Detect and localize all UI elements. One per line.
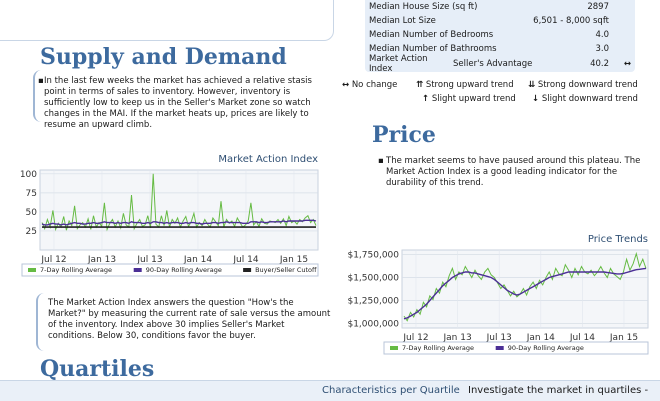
supply-text: ▪ In the last few weeks the market has a…: [38, 76, 326, 131]
stat-label: Median Number of Bathrooms: [369, 44, 497, 54]
y-tick-label: $1,500,000: [347, 274, 399, 284]
stat-value: 4.0: [595, 30, 609, 40]
stat-row-mai: Market Action Index Seller's Advantage 4…: [365, 54, 635, 74]
mai-note: The Market Action Index answers the ques…: [48, 298, 331, 341]
x-tick-label: Jan 15: [609, 333, 638, 343]
legend-strong-down: ⇊ Strong downward trend: [528, 80, 638, 91]
chart-title: Market Action Index: [218, 154, 318, 165]
series-line: [41, 219, 317, 226]
supply-heading: Supply and Demand: [40, 44, 287, 70]
price-heading: Price: [372, 122, 436, 148]
x-tick-label: Jan 13: [443, 333, 472, 343]
mai-value: 40.2: [590, 59, 609, 69]
slight-up-arrow-icon: ↑: [422, 94, 430, 104]
legend-no-change: ↔ No change: [342, 80, 397, 91]
y-tick-label: 75: [26, 189, 37, 199]
y-tick-label: $1,250,000: [347, 296, 399, 306]
legend-box: [21, 263, 319, 277]
stat-value: 6,501 - 8,000 sqft: [533, 16, 609, 26]
legend-swatch: [495, 346, 504, 350]
mai-label: Market Action Index: [369, 54, 428, 74]
legend-label: 7-Day Rolling Average: [40, 266, 112, 274]
y-tick-label: 100: [20, 170, 37, 180]
stat-value: 2897: [587, 2, 609, 12]
legend-swatch: [390, 346, 398, 350]
bullet: ▪: [378, 156, 384, 166]
plot-area: [39, 169, 319, 251]
x-tick-label: Jul 13: [136, 255, 162, 265]
legend-text: Slight downward trend: [541, 94, 638, 104]
stat-row: Median Number of Bedrooms 4.0: [365, 28, 635, 42]
investigate-label: Investigate the market in quartiles -: [468, 385, 649, 396]
stat-row: Median Number of Bathrooms 3.0: [365, 42, 635, 56]
supply-body: In the last few weeks the market has ach…: [44, 76, 312, 130]
y-tick-label: $1,750,000: [347, 251, 399, 261]
quartiles-heading: Quartiles: [40, 356, 155, 382]
series-line: [403, 267, 647, 320]
legend-box: [383, 341, 649, 355]
legend-text: Strong downward trend: [537, 80, 638, 90]
legend-text: Slight upward trend: [431, 94, 516, 104]
stat-row: Median Lot Size 6,501 - 8,000 sqft: [365, 14, 635, 28]
bullet: ▪: [38, 76, 44, 86]
legend-label: Buyer/Seller Cutoff: [255, 266, 317, 274]
double-arrow-icon: ↔: [623, 59, 631, 69]
legend-swatch: [243, 268, 252, 272]
x-tick-label: Jan 14: [526, 333, 555, 343]
legend-strong-up: ⇈ Strong upward trend: [416, 80, 514, 91]
slight-down-arrow-icon: ↓: [532, 94, 540, 104]
price-text: ▪ The market seems to have paused around…: [378, 156, 644, 189]
legend-slight-down: ↓ Slight downward trend: [532, 94, 638, 105]
stat-label: Median House Size (sq ft): [369, 2, 478, 12]
legend-label: 90-Day Rolling Average: [508, 344, 584, 352]
x-tick-label: Jul 14: [232, 255, 258, 265]
x-tick-label: Jan 13: [87, 255, 116, 265]
stat-label: Median Number of Bedrooms: [369, 30, 494, 40]
mai-bracket: [36, 293, 338, 351]
y-tick-label: 50: [26, 208, 38, 218]
x-tick-label: Jul 12: [402, 333, 428, 343]
characteristics-label: Characteristics per Quartile: [322, 385, 460, 396]
legend-label: 90-Day Rolling Average: [146, 266, 222, 274]
x-tick-label: Jan 14: [183, 255, 212, 265]
supply-bracket: [33, 70, 335, 122]
strong-down-arrow-icon: ⇊: [528, 80, 536, 90]
x-tick-label: Jul 13: [486, 333, 512, 343]
arrow-legend: ↔ No change ⇈ Strong upward trend ⇊ Stro…: [342, 80, 660, 108]
legend-slight-up: ↑ Slight upward trend: [422, 94, 516, 105]
stat-value: 3.0: [595, 44, 609, 54]
legend-text: No change: [351, 80, 398, 90]
plot-area: [401, 249, 649, 329]
chart-title: Price Trends: [588, 234, 648, 245]
price-trends-chart: Price Trends $1,750,000 $1,500,000 $1,250,0…: [347, 234, 649, 355]
quartiles-bar: Characteristics per Quartile Investigate…: [0, 380, 660, 401]
top-left-panel: [0, 0, 334, 41]
y-tick-label: $1,000,000: [347, 319, 399, 329]
stat-label: Median Lot Size: [369, 16, 436, 26]
legend-text: Strong upward trend: [425, 80, 514, 90]
double-arrow-icon: ↔: [342, 80, 350, 90]
mai-sub: Seller's Advantage: [453, 59, 533, 69]
x-tick-label: Jan 15: [279, 255, 308, 265]
legend-swatch: [133, 268, 142, 272]
legend-label: 7-Day Rolling Average: [402, 344, 474, 352]
stats-table: Median House Size (sq ft) 2897 Median Lot…: [365, 0, 635, 74]
x-tick-label: Jul 12: [40, 255, 66, 265]
x-tick-label: Jul 14: [569, 333, 595, 343]
strong-up-arrow-icon: ⇈: [416, 80, 424, 90]
price-body: The market seems to have paused around t…: [386, 156, 641, 188]
stat-row: Median House Size (sq ft) 2897: [365, 0, 635, 14]
y-tick-label: 25: [26, 227, 37, 237]
legend-swatch: [28, 268, 36, 272]
market-action-index-chart: Market Action Index 100 75 50 25 Jul 12 Jan 13…: [20, 154, 319, 277]
